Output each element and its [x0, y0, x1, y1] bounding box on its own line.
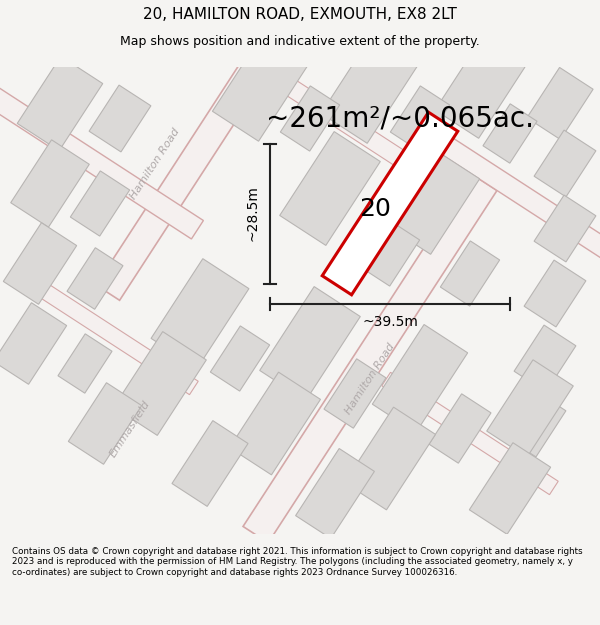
Polygon shape: [361, 221, 419, 286]
Polygon shape: [514, 325, 576, 392]
Polygon shape: [429, 394, 491, 463]
Polygon shape: [67, 248, 123, 309]
Polygon shape: [483, 104, 537, 163]
Polygon shape: [11, 140, 89, 228]
Text: Emmasfield: Emmasfield: [108, 398, 152, 459]
Polygon shape: [113, 332, 206, 436]
Polygon shape: [397, 109, 600, 278]
Text: 20: 20: [359, 196, 391, 221]
Text: ~261m²/~0.065ac.: ~261m²/~0.065ac.: [266, 104, 534, 132]
Polygon shape: [344, 407, 436, 510]
Polygon shape: [504, 390, 566, 457]
Polygon shape: [17, 56, 103, 151]
Polygon shape: [96, 17, 294, 300]
Polygon shape: [469, 442, 551, 534]
Polygon shape: [243, 174, 497, 542]
Polygon shape: [391, 86, 449, 151]
Polygon shape: [22, 272, 198, 394]
Text: 20, HAMILTON ROAD, EXMOUTH, EX8 2LT: 20, HAMILTON ROAD, EXMOUTH, EX8 2LT: [143, 8, 457, 22]
Polygon shape: [58, 334, 112, 393]
Polygon shape: [527, 68, 593, 139]
Text: ~39.5m: ~39.5m: [362, 316, 418, 329]
Polygon shape: [230, 372, 320, 475]
Polygon shape: [391, 152, 479, 254]
Polygon shape: [280, 132, 380, 246]
Polygon shape: [440, 241, 500, 306]
Polygon shape: [487, 360, 573, 458]
Polygon shape: [0, 302, 67, 384]
Polygon shape: [322, 112, 458, 295]
Polygon shape: [524, 260, 586, 327]
Polygon shape: [212, 36, 308, 141]
Polygon shape: [324, 359, 386, 428]
Polygon shape: [435, 39, 525, 138]
Text: Map shows position and indicative extent of the property.: Map shows position and indicative extent…: [120, 35, 480, 48]
Polygon shape: [70, 171, 130, 236]
Polygon shape: [382, 372, 558, 494]
Polygon shape: [68, 382, 142, 464]
Text: Hamilton Road: Hamilton Road: [128, 126, 182, 201]
Polygon shape: [4, 222, 77, 304]
Polygon shape: [534, 130, 596, 197]
Polygon shape: [296, 449, 374, 539]
Polygon shape: [280, 86, 340, 151]
Text: Contains OS data © Crown copyright and database right 2021. This information is : Contains OS data © Crown copyright and d…: [12, 547, 583, 577]
Polygon shape: [172, 421, 248, 506]
Polygon shape: [151, 259, 249, 368]
Polygon shape: [0, 68, 203, 239]
Text: ~28.5m: ~28.5m: [246, 186, 260, 241]
Polygon shape: [321, 34, 419, 143]
Polygon shape: [89, 85, 151, 152]
Polygon shape: [534, 195, 596, 262]
Polygon shape: [260, 287, 360, 401]
Polygon shape: [373, 324, 467, 432]
Polygon shape: [211, 326, 269, 391]
Polygon shape: [194, 21, 406, 166]
Text: Hamilton Road: Hamilton Road: [343, 341, 397, 416]
